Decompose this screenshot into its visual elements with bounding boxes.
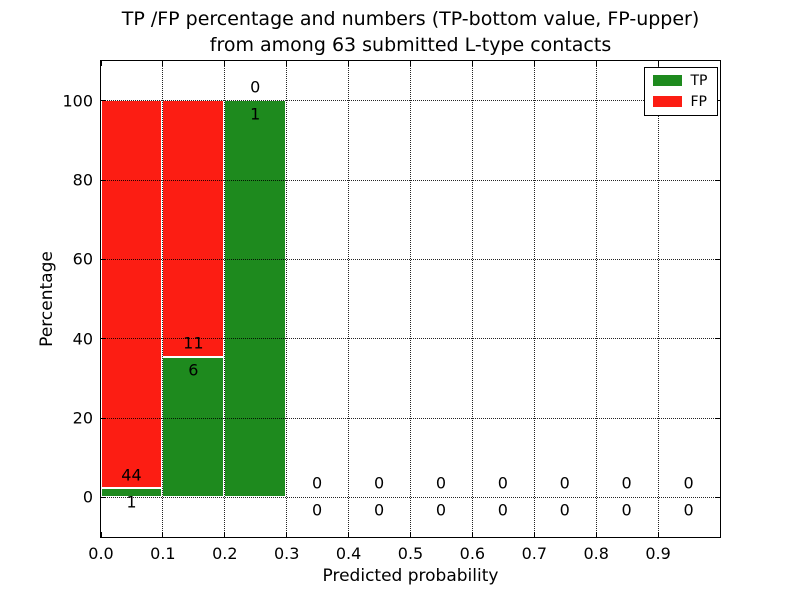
bar-label-fp-count: 0 (497, 473, 508, 493)
legend-entry-fp: FP (652, 93, 708, 110)
bar-segment-fp (162, 100, 225, 357)
tick-x-top (533, 60, 535, 66)
bar-label-fp-count: 0 (559, 473, 570, 493)
tick-x-bottom (100, 531, 102, 537)
tick-x-bottom (533, 531, 535, 537)
bar-label-fp-count: 0 (373, 473, 385, 493)
x-tick-label: 0.0 (88, 544, 114, 563)
x-tick-label: 0.7 (521, 544, 548, 563)
y-tick-label: 60 (72, 249, 93, 269)
bar-label-fp-count: 0 (312, 473, 323, 493)
y-tick-label: 40 (72, 329, 93, 349)
bar-label-fp-count: 0 (250, 77, 261, 97)
tick-y-left (100, 258, 106, 260)
x-tick-label: 0.9 (645, 544, 671, 563)
tick-x-bottom (224, 531, 226, 537)
tick-x-bottom (162, 531, 164, 537)
tick-y-left (100, 417, 106, 419)
x-tick-label: 0.6 (459, 544, 486, 563)
chart-title-line1: TP /FP percentage and numbers (TP-bottom… (121, 8, 700, 30)
x-tick-label: 0.1 (150, 544, 176, 563)
gridline-x (286, 60, 288, 537)
tick-y-right (714, 496, 720, 498)
bar-label-tp-count: 0 (435, 500, 447, 520)
y-axis-label: Percentage (37, 251, 57, 347)
tick-x-bottom (286, 531, 288, 537)
bar-label-tp-count: 1 (126, 492, 137, 511)
tick-y-left (100, 338, 106, 340)
x-tick-label: 0.4 (335, 544, 362, 563)
legend-swatch-fp (652, 96, 682, 107)
legend-swatch-tp (652, 75, 682, 86)
bar-segment-fp (100, 100, 163, 489)
gridline-x (471, 60, 473, 537)
tick-x-top (657, 60, 659, 66)
tick-y-right (714, 258, 720, 260)
tick-x-top (286, 60, 288, 66)
tick-x-top (471, 60, 473, 66)
tick-x-top (410, 60, 411, 66)
legend-label-fp: FP (690, 93, 708, 110)
tick-x-top (224, 60, 226, 66)
bar-segment-tp (100, 488, 163, 497)
bar-segment-tp (224, 100, 287, 497)
x-tick-label: 0.8 (583, 544, 609, 563)
tick-y-left (100, 179, 106, 181)
bar-label-tp-count: 6 (188, 360, 199, 380)
tick-x-bottom (657, 531, 659, 537)
chart-title-line2: from among 63 submitted L-type contacts (209, 34, 612, 56)
tick-x-bottom (348, 531, 350, 537)
gridline-x (348, 60, 350, 537)
bar-label-fp-count: 0 (683, 473, 694, 493)
tick-x-bottom (595, 531, 597, 537)
gridline-x (410, 60, 411, 537)
y-tick-label: 0 (82, 487, 93, 507)
legend-entry-tp: TP (652, 72, 708, 89)
bar-label-tp-count: 0 (373, 500, 385, 520)
x-tick-label: 0.5 (397, 544, 424, 563)
x-tick-label: 0.2 (212, 544, 238, 563)
tick-x-bottom (410, 531, 411, 537)
bar-label-fp-count: 11 (183, 333, 204, 353)
bar-label-fp-count: 0 (621, 473, 632, 493)
bar-label-fp-count: 0 (435, 473, 447, 493)
bar-label-tp-count: 0 (621, 500, 632, 520)
tick-x-top (162, 60, 164, 66)
bar-label-tp-count: 0 (559, 500, 570, 520)
y-tick-label: 80 (72, 170, 93, 190)
tick-y-right (714, 179, 720, 181)
x-axis-label: Predicted probability (322, 566, 499, 586)
tick-y-left (100, 496, 106, 498)
tick-y-left (100, 100, 106, 102)
legend: TP FP (643, 66, 718, 116)
tick-x-top (348, 60, 350, 66)
legend-label-tp: TP (690, 72, 708, 89)
gridline-x (657, 60, 659, 537)
bar-label-tp-count: 0 (497, 500, 508, 520)
bar-label-tp-count: 0 (683, 500, 694, 520)
bar-label-tp-count: 0 (312, 500, 323, 520)
x-tick-label: 0.3 (273, 544, 300, 563)
bar-label-tp-count: 1 (250, 104, 261, 124)
chart-title: TP /FP percentage and numbers (TP-bottom… (101, 6, 720, 58)
tick-y-right (714, 338, 720, 340)
gridline-x (224, 60, 226, 537)
bar-label-fp-count: 44 (121, 465, 142, 485)
tick-x-top (595, 60, 597, 66)
gridline-x (533, 60, 535, 537)
bar-segment-tp (162, 356, 225, 497)
gridline-x (162, 60, 164, 537)
tick-x-top (100, 60, 102, 66)
tick-x-bottom (471, 531, 473, 537)
gridline-x (595, 60, 597, 537)
y-tick-label: 100 (62, 91, 93, 111)
tick-y-right (714, 417, 720, 419)
plot-area: TP FP 44 1 11 6 0 1 0 0 0 0 0 0 0 0 0 0 0 0 0 0 (99, 59, 721, 538)
y-tick-label: 20 (72, 408, 93, 428)
